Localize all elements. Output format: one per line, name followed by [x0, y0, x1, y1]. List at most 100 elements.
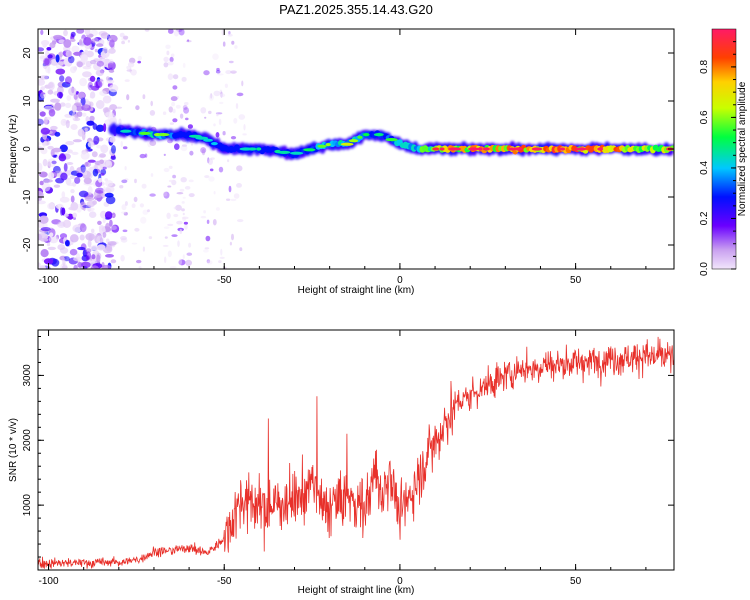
noise-blob	[215, 70, 221, 74]
noise-blob	[70, 66, 77, 74]
noise-blob	[99, 153, 106, 158]
noise-blob	[226, 198, 231, 201]
ridge-peak	[559, 147, 566, 151]
noise-blob	[96, 144, 102, 149]
noise-blob	[77, 262, 83, 268]
noise-blob	[39, 180, 44, 186]
noise-blob	[69, 234, 79, 243]
noise-blob	[47, 202, 55, 210]
noise-blob	[80, 151, 90, 160]
noise-blob	[47, 145, 54, 150]
noise-blob	[142, 246, 145, 252]
noise-blob	[167, 185, 172, 188]
noise-blob	[140, 216, 147, 224]
noise-blob	[46, 242, 51, 247]
noise-blob	[108, 63, 115, 68]
noise-blob	[234, 45, 238, 49]
noise-blob	[213, 90, 221, 97]
noise-blob	[124, 79, 130, 82]
noise-blob	[206, 259, 211, 264]
noise-blob	[81, 112, 87, 117]
noise-blob	[120, 236, 127, 241]
ridge-peak	[362, 133, 370, 137]
noise-blob	[208, 110, 212, 115]
y-tick-label: 0	[22, 146, 33, 152]
noise-blob	[241, 80, 244, 87]
noise-blob	[131, 203, 136, 208]
noise-blob	[99, 90, 107, 96]
noise-blob	[38, 47, 45, 52]
noise-blob	[55, 54, 60, 63]
noise-blob	[227, 159, 230, 163]
noise-blob	[176, 192, 184, 195]
noise-blob	[55, 68, 66, 75]
noise-blob	[108, 48, 116, 54]
noise-blob	[68, 87, 77, 96]
noise-blob	[84, 196, 95, 202]
noise-blob	[100, 144, 109, 154]
x-tick-label: -100	[39, 275, 59, 286]
ridge-peak	[277, 150, 291, 154]
noise-blob	[83, 36, 92, 46]
colorbar-tick-label: 0.8	[699, 60, 710, 74]
noise-blob	[71, 104, 77, 113]
noise-blob	[96, 244, 106, 251]
noise-blob	[170, 53, 175, 58]
noise-blob	[105, 222, 111, 232]
noise-blob	[38, 162, 43, 172]
noise-blob	[137, 60, 141, 64]
noise-blob	[67, 55, 75, 64]
noise-blob	[47, 89, 54, 95]
noise-blob	[200, 215, 207, 219]
noise-blob	[40, 238, 49, 242]
noise-blob	[66, 162, 74, 165]
noise-blob	[79, 77, 87, 87]
noise-blob	[90, 228, 95, 234]
noise-blob	[59, 144, 68, 153]
noise-blob	[178, 29, 185, 36]
noise-blob	[207, 158, 213, 166]
noise-blob	[71, 45, 80, 53]
noise-blob	[103, 123, 107, 133]
noise-blob	[61, 191, 66, 199]
noise-blob	[65, 76, 72, 85]
noise-blob	[80, 164, 86, 173]
noise-blob	[83, 177, 92, 185]
noise-blob	[123, 35, 129, 40]
noise-blob	[40, 249, 49, 258]
noise-blob	[163, 153, 166, 156]
noise-blob	[107, 241, 117, 246]
noise-blob	[163, 226, 170, 229]
noise-blob	[119, 32, 125, 38]
noise-blob	[73, 93, 78, 100]
ridge-peak	[211, 142, 218, 146]
noise-blob	[87, 141, 94, 148]
noise-blob	[173, 206, 177, 210]
noise-blob	[219, 101, 224, 105]
noise-blob	[48, 172, 55, 180]
noise-blob	[219, 93, 226, 98]
noise-blob	[205, 235, 211, 242]
noise-blob	[181, 76, 187, 82]
ridge-peak	[513, 147, 523, 151]
noise-blob	[110, 225, 117, 230]
noise-blob	[87, 172, 93, 179]
ridge-peak	[575, 147, 587, 151]
noise-blob	[172, 108, 176, 114]
noise-blob	[137, 55, 142, 61]
noise-blob	[74, 176, 81, 184]
noise-blob	[119, 185, 124, 189]
noise-blob	[181, 208, 185, 212]
noise-blob	[170, 96, 178, 102]
colorbar-gradient	[711, 28, 737, 270]
x-tick-label: 0	[397, 275, 403, 286]
noise-blob	[101, 264, 112, 269]
noise-blob	[38, 109, 43, 113]
noise-blob	[38, 196, 42, 202]
noise-blob	[227, 33, 233, 37]
noise-blob	[93, 135, 100, 145]
noise-blob	[70, 202, 79, 211]
noise-blob	[80, 54, 89, 63]
noise-blob	[121, 179, 128, 184]
